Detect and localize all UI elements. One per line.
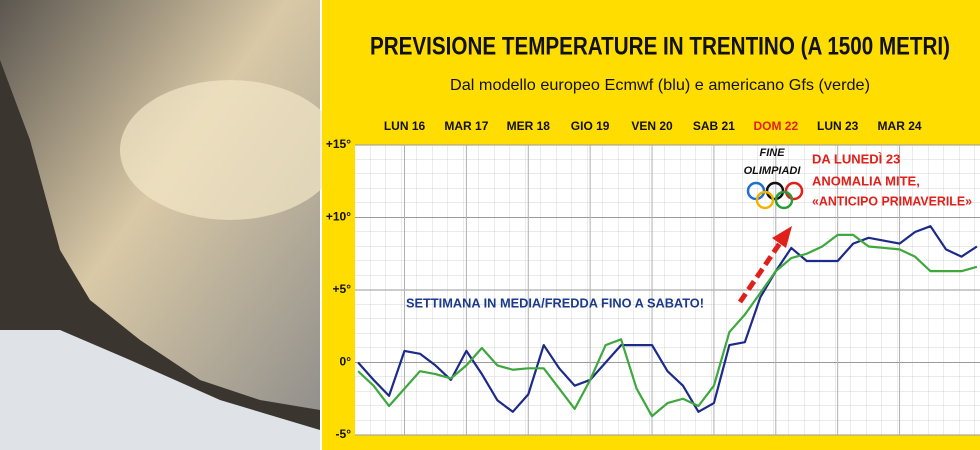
y-tick-label: +15° [326,137,351,151]
annotation: ANOMALIA MITE, [812,173,920,188]
x-tick-label: MER 18 [507,119,551,133]
chart-title: PREVISIONE TEMPERATURE IN TRENTINO (A 15… [370,33,950,61]
series-line [357,233,978,418]
annotation: FINE [759,147,785,159]
y-tick-label: +10° [326,210,351,224]
annotation: OLIMPIADI [744,165,802,177]
x-tick-label: VEN 20 [631,119,673,133]
annotation: SETTIMANA IN MEDIA/FREDDA FINO A SABATO! [406,295,704,310]
x-tick-label: SAB 21 [693,119,735,133]
series-line [357,225,978,413]
trend-arrow [737,226,792,304]
x-tick-label: LUN 16 [384,119,426,133]
x-tick-label: DOM 22 [753,119,798,133]
x-tick-label: MAR 24 [878,119,922,133]
chart-subtitle: Dal modello europeo Ecmwf (blu) e americ… [450,77,870,94]
x-tick-label: LUN 23 [817,119,859,133]
y-tick-label: +5° [333,282,352,296]
photo [0,0,340,450]
y-tick-label: -5° [336,427,352,441]
x-tick-label: GIO 19 [571,119,610,133]
x-tick-label: MAR 17 [444,119,488,133]
annotation: «ANTICIPO PRIMAVERILE» [812,193,972,208]
annotation: DA LUNEDÌ 23 [812,151,900,166]
plot: -5° 0° +5° +10° +15° LUN 16 MAR 17 MER 18 GIO 19… [326,119,980,441]
y-tick-label: 0° [340,355,352,369]
olympic-rings [746,181,804,210]
